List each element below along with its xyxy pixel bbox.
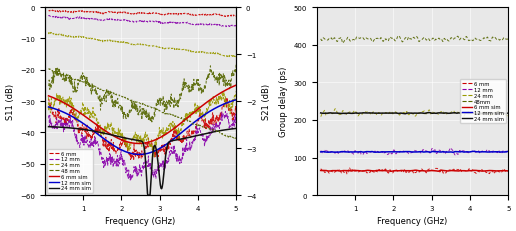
Legend: 6 mm, 12 mm, 24 mm, 48 mm, 6 mm sim, 12 mm sim, 24 mm sim: 6 mm, 12 mm, 24 mm, 48 mm, 6 mm sim, 12 … [47, 149, 93, 193]
X-axis label: Frequency (GHz): Frequency (GHz) [377, 216, 448, 225]
X-axis label: Frequency (GHz): Frequency (GHz) [105, 216, 175, 225]
Legend: 6 mm, 12 mm, 24 mm, 48mm, 6 mm sim, 12 mm sim, 24 mm sim: 6 mm, 12 mm, 24 mm, 48mm, 6 mm sim, 12 m… [460, 80, 506, 124]
Y-axis label: S11 (dB): S11 (dB) [6, 84, 14, 120]
Y-axis label: S21 (dB): S21 (dB) [262, 84, 271, 120]
Y-axis label: Group delay (ps): Group delay (ps) [279, 67, 288, 137]
